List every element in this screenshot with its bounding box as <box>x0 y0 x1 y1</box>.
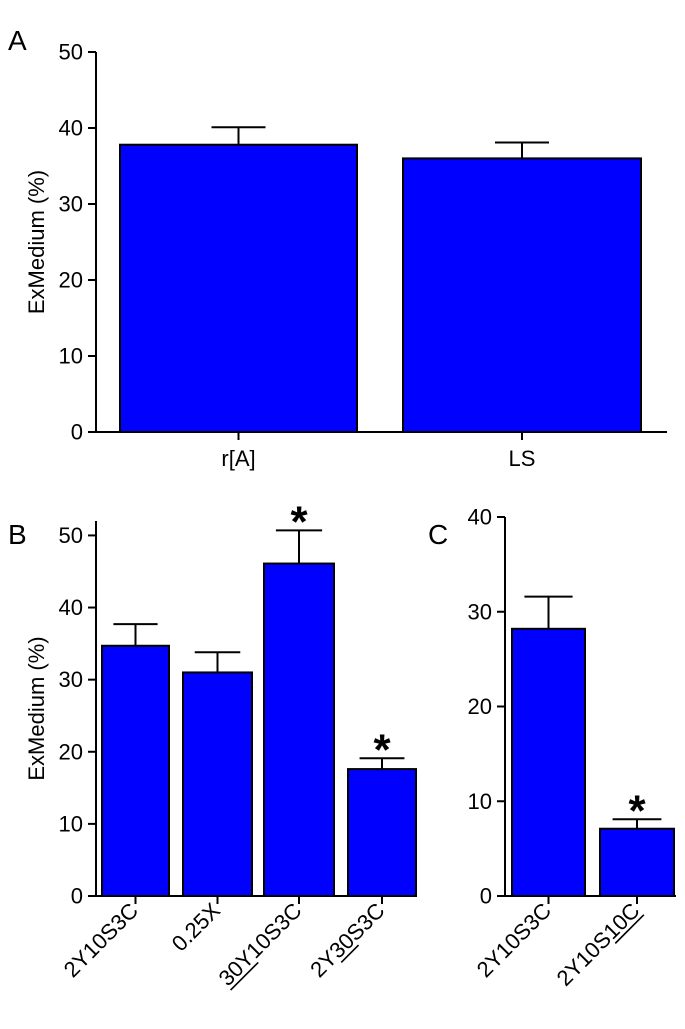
x-tick-label: 2Y10S10C <box>552 898 645 991</box>
x-tick-label: 2Y30S3C <box>305 898 389 982</box>
y-tick-label: 50 <box>59 523 83 548</box>
y-tick-label: 40 <box>59 116 83 141</box>
bar <box>119 143 358 433</box>
y-tick-label: 40 <box>468 505 492 530</box>
x-tick-label: 30Y10S3C <box>214 898 307 991</box>
y-tick-label: 20 <box>468 694 492 719</box>
label-underline <box>614 914 645 944</box>
y-tick-label: 20 <box>59 268 83 293</box>
y-axis-label: ExMedium (%) <box>24 170 49 314</box>
y-tick-label: 30 <box>59 192 83 217</box>
y-tick-label: 30 <box>468 599 492 624</box>
bar <box>511 627 586 897</box>
y-tick-label: 0 <box>71 420 83 445</box>
bar <box>182 671 253 898</box>
panel-label: A <box>8 25 27 56</box>
bar <box>263 562 335 898</box>
bar <box>101 644 170 898</box>
significance-marker: * <box>373 725 391 774</box>
y-tick-label: 0 <box>480 884 492 909</box>
y-tick-label: 0 <box>71 884 83 909</box>
panel-label: C <box>428 519 448 550</box>
x-tick-label: r[A] <box>221 446 255 471</box>
label-underline <box>230 961 259 991</box>
bar <box>599 827 675 897</box>
bar <box>402 157 642 433</box>
x-tick-label: 0.25X <box>167 898 226 957</box>
x-tick-label: 2Y10S3C <box>59 898 143 982</box>
y-tick-label: 40 <box>59 595 83 620</box>
x-tick-label: 2Y10S3C <box>472 898 556 982</box>
significance-marker: * <box>628 786 646 835</box>
y-tick-label: 10 <box>468 789 492 814</box>
panel-A: A 0 10 20 30 40 50 ExMedium (%) r[A] LS <box>8 25 667 471</box>
y-tick-label: 20 <box>59 739 83 764</box>
panel-B: B 0 10 20 30 40 50 ExMedium (%) 2Y10S3C 0.25X * 30Y… <box>8 497 417 991</box>
x-tick-label: LS <box>509 446 536 471</box>
y-tick-label: 50 <box>59 40 83 65</box>
label-underline <box>340 944 360 963</box>
panel-label: B <box>8 519 27 550</box>
y-axis-label: ExMedium (%) <box>24 636 49 780</box>
y-tick-label: 10 <box>59 344 83 369</box>
y-tick-label: 30 <box>59 667 83 692</box>
y-tick-label: 10 <box>59 811 83 836</box>
bar <box>347 768 417 897</box>
significance-marker: * <box>290 497 308 546</box>
panel-C: C 0 10 20 30 40 2Y10S3C * 2Y10S10C <box>428 505 676 991</box>
